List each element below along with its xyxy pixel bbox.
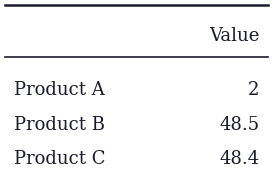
Text: 48.4: 48.4 [219, 150, 259, 168]
Text: Value: Value [209, 27, 259, 45]
Text: Product A: Product A [14, 81, 104, 98]
Text: Product B: Product B [14, 116, 105, 134]
Text: 2: 2 [248, 81, 259, 98]
Text: Product C: Product C [14, 150, 105, 168]
Text: 48.5: 48.5 [219, 116, 259, 134]
